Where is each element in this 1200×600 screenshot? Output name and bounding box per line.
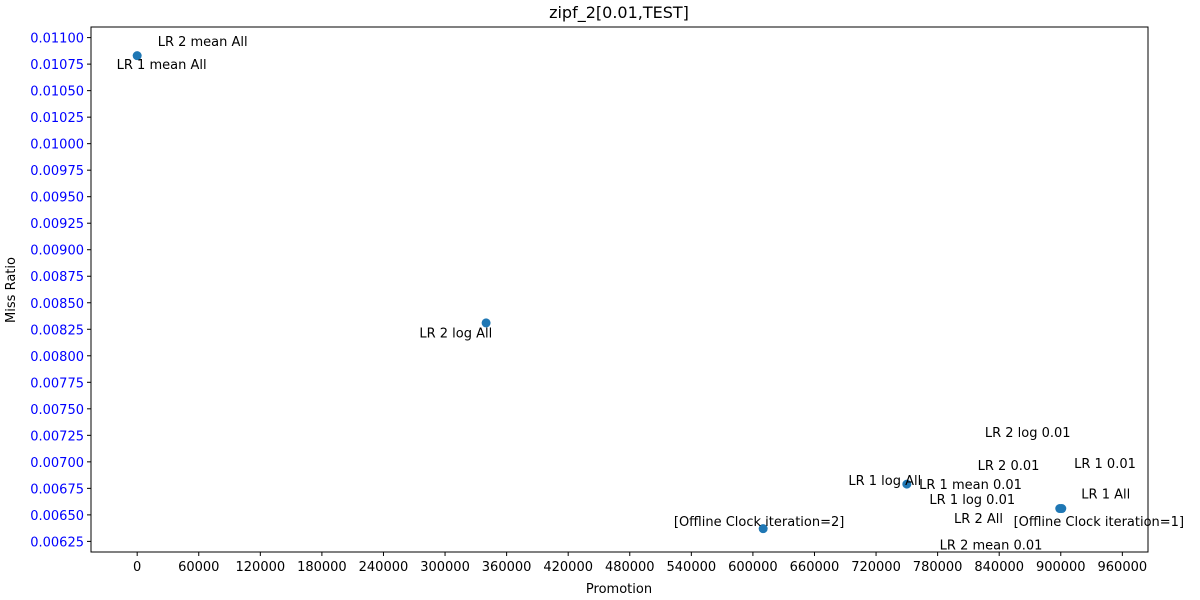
x-tick-label: 780000 [913,560,963,575]
y-tick-label: 0.00900 [30,244,84,259]
data-point [1057,504,1067,514]
x-tick-label: 120000 [236,560,286,575]
point-label: LR 2 All [954,512,1003,527]
point-label: LR 1 0.01 [1074,457,1136,472]
x-tick-label: 840000 [974,560,1024,575]
x-tick-label: 420000 [543,560,593,575]
y-tick-label: 0.00650 [30,509,84,524]
data-point [132,51,142,61]
y-tick-label: 0.00725 [30,429,84,444]
y-tick-label: 0.00675 [30,482,84,497]
y-tick-label: 0.01050 [30,85,84,100]
y-tick-label: 0.00750 [30,403,84,418]
point-label: LR 2 mean 0.01 [940,539,1043,554]
point-label: LR 2 log All [419,326,492,341]
x-tick-label: 0 [133,560,141,575]
point-label: LR 1 log All [848,474,921,489]
point-label: LR 1 mean All [117,58,207,73]
plot-frame [90,26,1149,553]
x-tick-label: 660000 [790,560,840,575]
point-label: LR 2 mean All [158,35,248,50]
y-tick-label: 0.00950 [30,191,84,206]
point-label: LR 1 All [1081,488,1130,503]
point-annotations: LR 2 mean All LR 1 mean All LR 2 log All LR… [117,35,1184,554]
y-tick-label: 0.01000 [30,138,84,153]
y-tick-label: 0.01075 [30,58,84,73]
x-tick-label: 360000 [482,560,532,575]
y-tick-label: 0.00850 [30,297,84,312]
data-point [902,479,912,489]
x-tick-label: 600000 [728,560,778,575]
x-tick-label: 540000 [667,560,717,575]
point-label: LR 1 mean 0.01 [919,478,1022,493]
point-label: [Offline Clock iteration=2] [674,515,844,530]
point-label: LR 1 log 0.01 [929,493,1015,508]
y-tick-label: 0.01100 [30,32,84,47]
y-tick-label: 0.00625 [30,535,84,550]
x-axis-label: Promotion [586,582,652,597]
x-tick-label: 720000 [851,560,901,575]
point-label: [Offline Clock iteration=1] [1014,515,1184,530]
y-tick-label: 0.00975 [30,164,84,179]
data-points [132,51,1067,534]
y-tick-label: 0.00800 [30,350,84,365]
x-tick-label: 480000 [605,560,655,575]
y-tick-label: 0.00700 [30,456,84,471]
y-tick-label: 0.00825 [30,323,84,338]
x-tick-label: 900000 [1036,560,1086,575]
y-tick-label: 0.00775 [30,376,84,391]
point-label: LR 2 log 0.01 [985,426,1071,441]
plot-area [90,26,1149,553]
y-tick-label: 0.00875 [30,270,84,285]
point-label: LR 2 0.01 [978,459,1040,474]
data-point [481,318,491,328]
x-tick-label: 180000 [297,560,347,575]
data-point [758,524,768,534]
x-tick-label: 960000 [1098,560,1148,575]
chart-title: zipf_2[0.01,TEST] [549,3,689,23]
y-tick-label: 0.01025 [30,111,84,126]
x-tick-label: 300000 [420,560,470,575]
y-tick-label: 0.00925 [30,217,84,232]
y-axis: 0.00625 0.00650 0.00675 0.00700 0.00725 0.007… [30,32,91,550]
x-axis: 0 60000 120000 180000 240000 300000 360000 4200… [133,552,1147,575]
y-axis-label: Miss Ratio [4,257,19,323]
x-tick-label: 240000 [359,560,409,575]
x-tick-label: 60000 [178,560,219,575]
